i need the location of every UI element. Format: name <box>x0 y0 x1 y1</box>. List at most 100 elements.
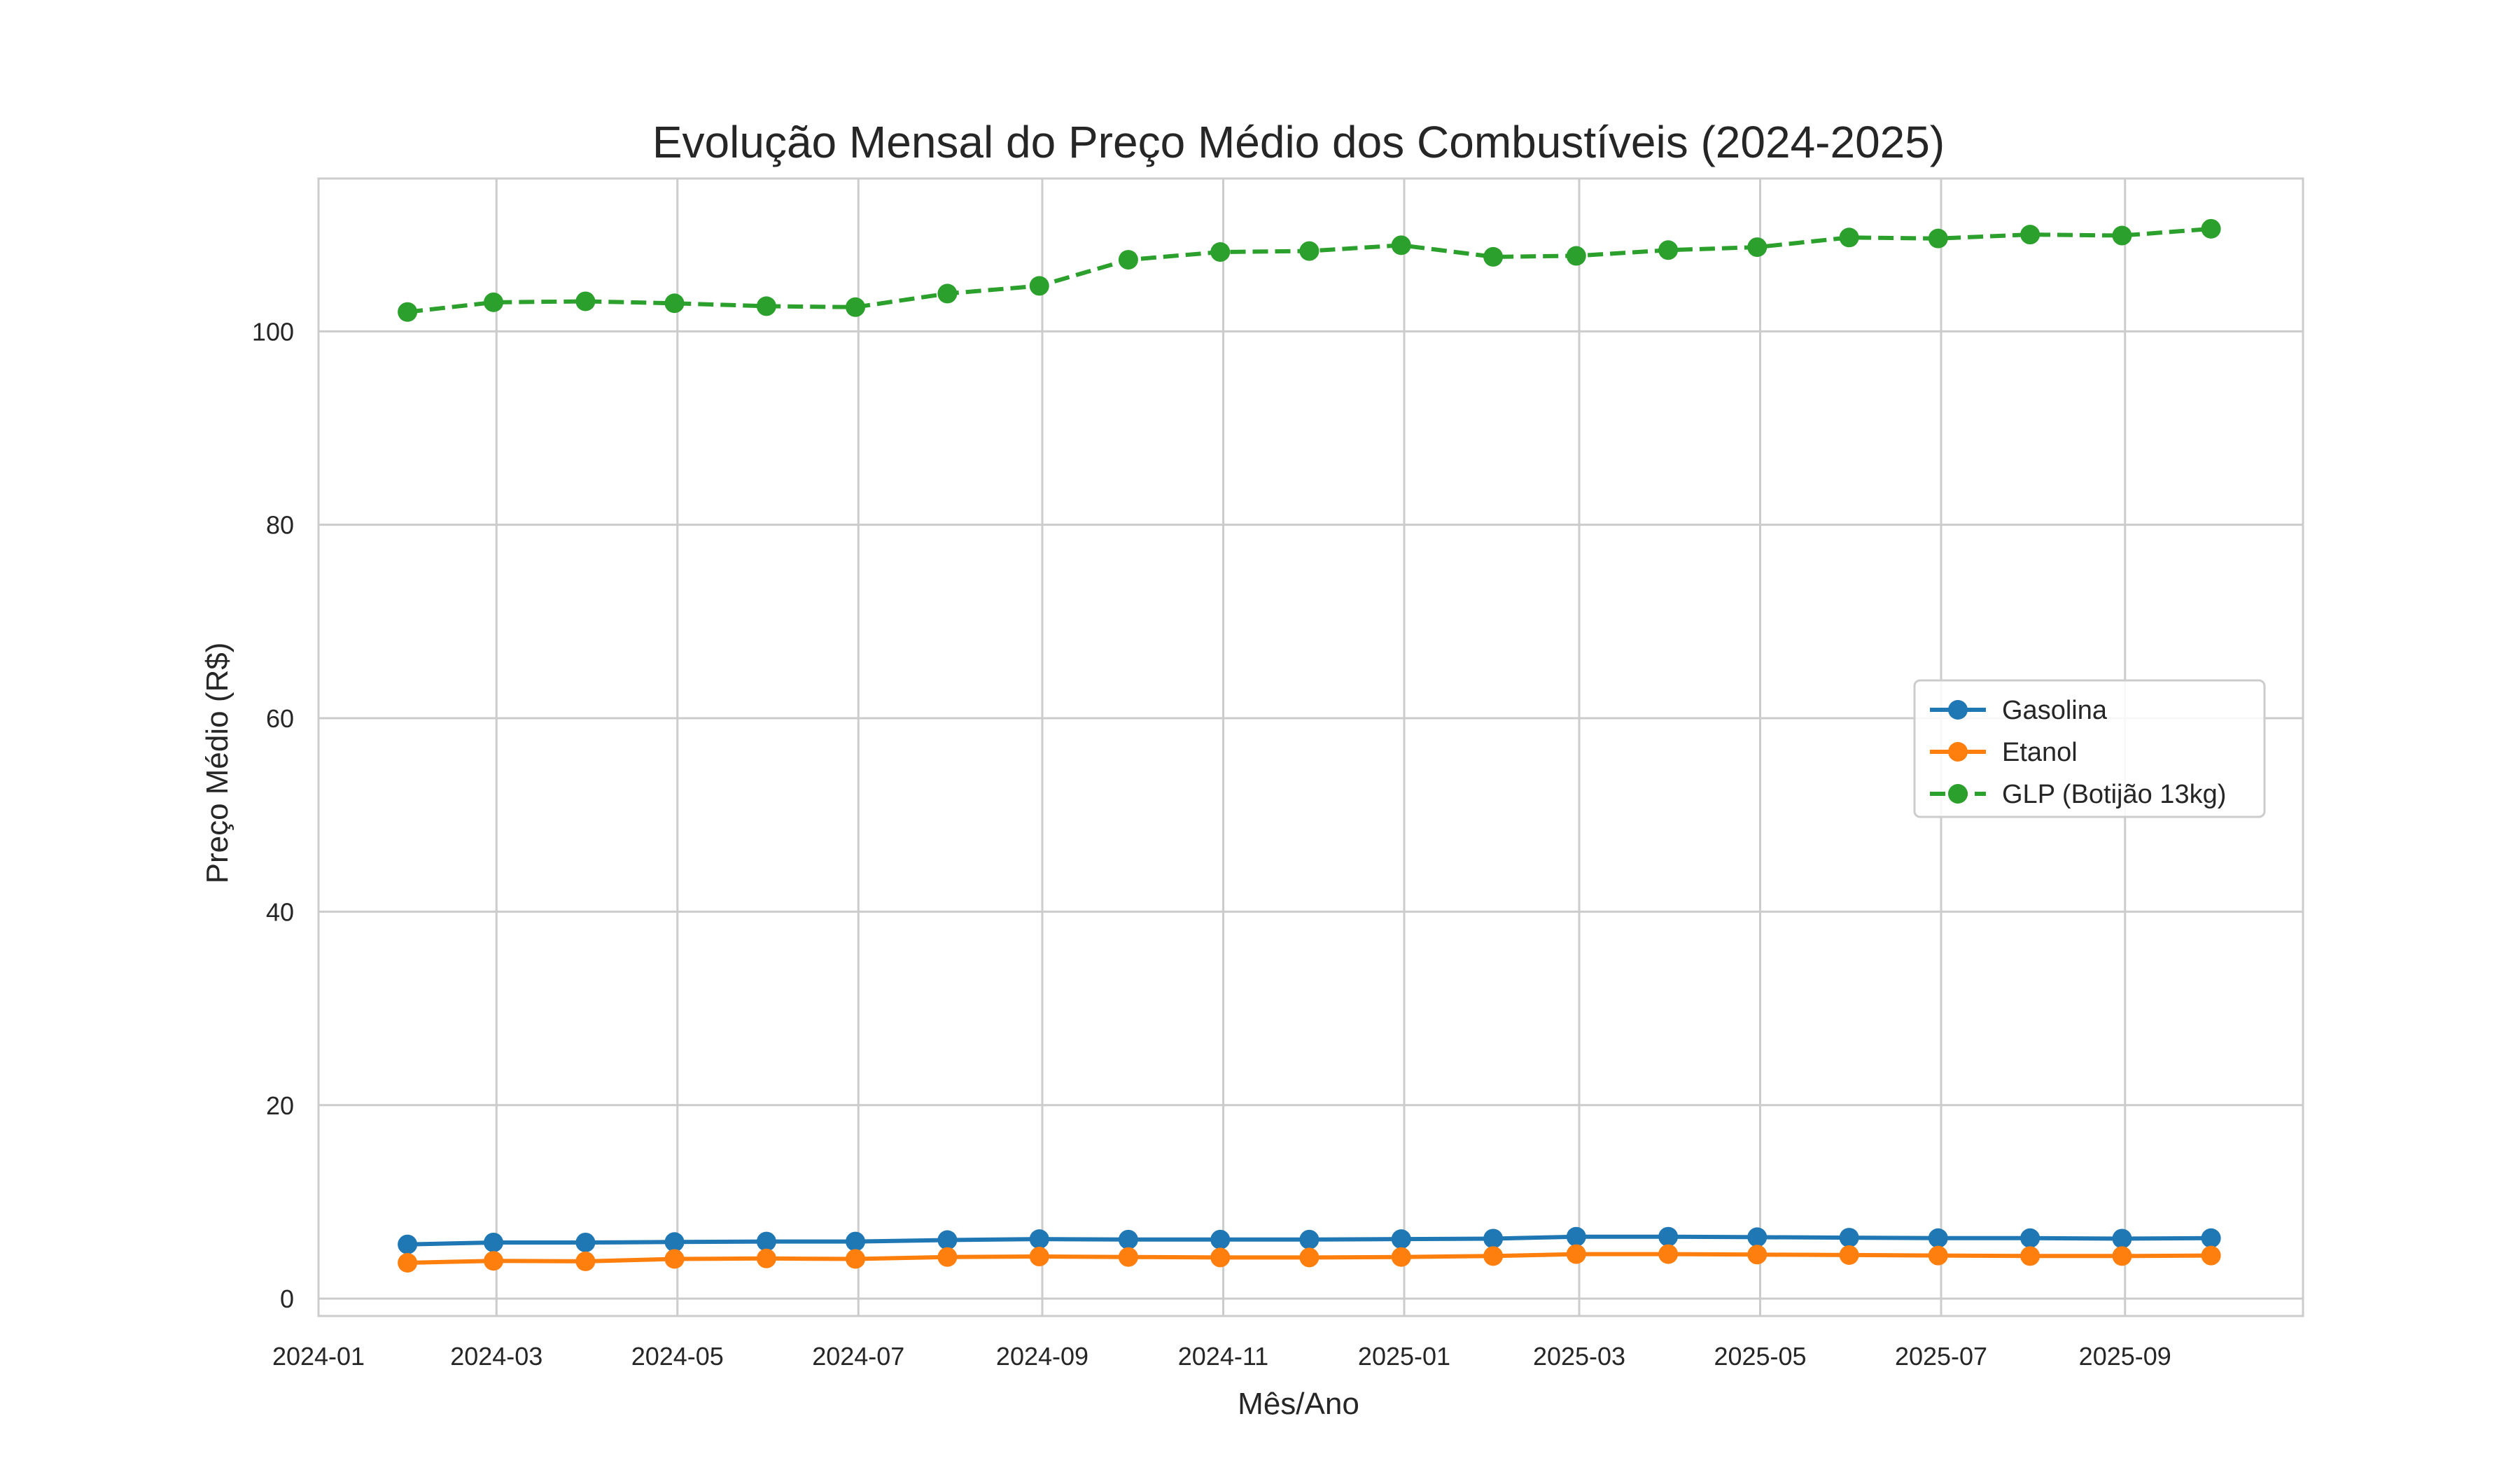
x-tick-label: 2025-09 <box>2079 1342 2171 1371</box>
data-point <box>2020 1228 2040 1248</box>
y-axis-label: Preço Médio (R$) <box>200 643 234 884</box>
data-point <box>1839 227 1859 248</box>
data-point <box>937 1247 958 1267</box>
x-tick-label: 2024-03 <box>450 1342 542 1371</box>
data-point <box>1391 1229 1411 1250</box>
data-point <box>1658 240 1679 260</box>
legend: Gasolina Etanol GLP (Botijão 13kg) <box>1913 679 2266 818</box>
data-point <box>1747 1227 1768 1247</box>
data-point <box>1118 1229 1138 1250</box>
series-2 <box>398 1244 2221 1273</box>
data-point <box>1566 1244 1586 1264</box>
data-point <box>1566 1226 1586 1247</box>
data-point <box>1928 1245 1948 1266</box>
x-tick-label: 2024-09 <box>996 1342 1088 1371</box>
data-point <box>846 1249 866 1269</box>
y-tick-label: 0 <box>280 1284 294 1313</box>
legend-item: Etanol <box>1930 738 2078 767</box>
series-group <box>398 218 2221 1273</box>
data-point <box>575 291 596 312</box>
data-point <box>1566 246 1586 266</box>
data-point <box>937 284 958 304</box>
legend-item: Gasolina <box>1930 696 2108 725</box>
legend-label: GLP (Botijão 13kg) <box>2002 780 2226 809</box>
data-point <box>2020 1246 2040 1266</box>
data-point <box>398 1253 418 1273</box>
data-point <box>937 1230 958 1250</box>
plot-frame <box>317 177 2304 1317</box>
data-point <box>484 1251 504 1271</box>
data-point <box>1747 237 1768 258</box>
y-tick-label: 20 <box>266 1091 294 1120</box>
x-tick-label: 2024-11 <box>1178 1342 1268 1371</box>
data-point <box>1839 1228 1859 1248</box>
data-point <box>484 1232 504 1252</box>
y-tick-label: 100 <box>252 317 294 346</box>
data-point <box>575 1232 596 1252</box>
data-point <box>846 297 866 317</box>
data-point <box>1210 242 1231 262</box>
data-point <box>1210 1247 1231 1268</box>
x-tick-label: 2024-05 <box>631 1342 724 1371</box>
x-axis: 2024-01 2024-03 2024-05 2024-07 2024-09 2024-… <box>272 1342 2171 1371</box>
x-tick-label: 2024-01 <box>272 1342 365 1371</box>
data-point <box>2112 1246 2132 1266</box>
data-point <box>1839 1245 1859 1265</box>
data-point <box>1299 241 1320 261</box>
x-tick-label: 2025-03 <box>1533 1342 1625 1371</box>
legend-box <box>1913 679 2266 818</box>
data-point <box>1391 235 1411 255</box>
data-point <box>1483 1246 1504 1266</box>
data-point <box>484 292 504 312</box>
data-point <box>1210 1229 1231 1250</box>
data-point <box>1928 228 1948 248</box>
y-tick-label: 40 <box>266 897 294 926</box>
chart-title: Evolução Mensal do Preço Médio dos Combu… <box>652 117 1945 167</box>
data-point <box>1299 1247 1320 1268</box>
data-point <box>1391 1247 1411 1267</box>
data-point <box>756 1231 776 1252</box>
data-point <box>1299 1229 1320 1250</box>
data-point <box>1029 1247 1049 1267</box>
series-3 <box>398 218 2221 322</box>
y-tick-label: 60 <box>266 704 294 733</box>
legend-label: Gasolina <box>2002 696 2108 725</box>
legend-label: Etanol <box>2002 738 2078 767</box>
data-point <box>1118 1247 1138 1267</box>
data-point <box>756 296 776 316</box>
data-point <box>846 1231 866 1252</box>
x-tick-label: 2024-07 <box>812 1342 904 1371</box>
data-point <box>1658 1226 1679 1247</box>
legend-marker <box>1948 700 1968 720</box>
series-1 <box>398 1226 2221 1254</box>
data-point <box>398 1234 418 1254</box>
data-point <box>2112 1228 2132 1249</box>
data-point <box>1747 1245 1768 1265</box>
data-point <box>664 1249 685 1269</box>
y-tick-label: 80 <box>266 511 294 540</box>
legend-marker <box>1948 784 1968 804</box>
x-tick-label: 2025-05 <box>1714 1342 1806 1371</box>
data-point <box>398 302 418 322</box>
y-axis: 0 20 40 60 80 100 <box>252 317 294 1313</box>
data-point <box>575 1251 596 1271</box>
data-point <box>1658 1244 1679 1264</box>
data-point <box>2020 225 2040 245</box>
x-axis-label: Mês/Ano <box>1238 1387 1359 1421</box>
data-point <box>664 1232 685 1252</box>
data-point <box>756 1248 776 1268</box>
data-point <box>2201 218 2221 239</box>
data-point <box>2201 1245 2221 1266</box>
data-point <box>1118 250 1138 270</box>
data-point <box>664 293 685 314</box>
x-tick-label: 2025-07 <box>1895 1342 1987 1371</box>
data-point <box>1483 1228 1504 1249</box>
data-point <box>1483 246 1504 267</box>
data-point <box>2112 225 2132 246</box>
legend-item: GLP (Botijão 13kg) <box>1930 780 2226 809</box>
x-tick-label: 2025-01 <box>1358 1342 1450 1371</box>
data-point <box>1029 276 1049 296</box>
data-point <box>2201 1228 2221 1248</box>
data-point <box>1928 1228 1948 1248</box>
